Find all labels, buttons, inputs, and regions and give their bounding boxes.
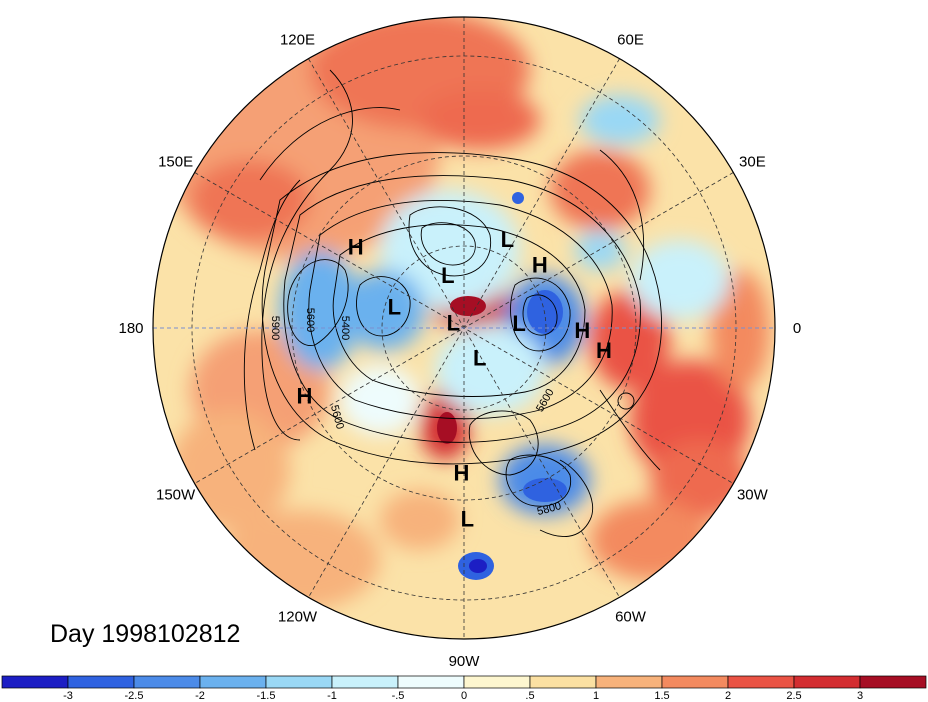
contour-label: 5900: [269, 316, 281, 340]
low-pressure-marker: L: [447, 311, 460, 336]
colorbar-swatch: [67, 675, 135, 689]
colorbar-swatch: [133, 675, 201, 689]
colorbar-tick-label: -2.5: [125, 690, 144, 702]
colorbar-tick-label: 3: [857, 690, 863, 702]
longitude-label: 90W: [449, 653, 481, 670]
colorbar: -3 -2.5 -2 -1.5 -1 -.5 0 .5 1 1.5 2 2.5 3: [1, 675, 927, 702]
colorbar-swatch: [793, 675, 861, 689]
colorbar-tick-label: 1.5: [654, 690, 669, 702]
colorbar-tick-label: -1: [327, 690, 337, 702]
longitude-label: 120W: [278, 608, 318, 625]
longitude-label: 120E: [280, 32, 315, 49]
colorbar-tick-label: .5: [525, 690, 534, 702]
map-title: Day 1998102812: [50, 620, 241, 648]
longitude-label: 150W: [156, 487, 196, 504]
colorbar-swatch: [529, 675, 597, 689]
colorbar-tick-label: -1.5: [257, 690, 276, 702]
colorbar-swatch: [397, 675, 465, 689]
high-pressure-marker: H: [297, 384, 313, 409]
colorbar-tick-label: -3: [63, 690, 73, 702]
low-pressure-marker: L: [441, 263, 454, 288]
contour-label: 5600: [304, 308, 316, 332]
longitude-label: 90E: [451, 0, 478, 4]
colorbar-swatch: [265, 675, 333, 689]
high-pressure-marker: H: [348, 234, 364, 259]
colorbar-tick-label: -2: [195, 690, 205, 702]
low-pressure-marker: L: [473, 346, 486, 371]
longitude-labels: 90E 60E 30E 0 30W 60W 90W 120W 150W 180 150E 120E: [118, 0, 801, 670]
colorbar-swatch: [661, 675, 729, 689]
colorbar-tick-label: 2: [725, 690, 731, 702]
low-pressure-marker: L: [461, 506, 474, 531]
high-pressure-marker: H: [454, 461, 470, 486]
colorbar-tick-label: 1: [593, 690, 599, 702]
contour-label: 5400: [339, 316, 351, 340]
low-pressure-marker: L: [388, 295, 401, 320]
colorbar-swatch: [1, 675, 69, 689]
colorbar-swatch: [199, 675, 267, 689]
low-pressure-marker: L: [501, 227, 514, 252]
longitude-label: 60W: [615, 608, 647, 625]
high-pressure-marker: H: [532, 252, 548, 277]
colorbar-swatch: [859, 675, 927, 689]
longitude-label: 60E: [617, 32, 644, 49]
map-border: [152, 16, 776, 640]
longitude-label: 0: [793, 320, 801, 337]
colorbar-tick-label: 0: [461, 690, 467, 702]
colorbar-swatch: [463, 675, 531, 689]
colorbar-swatch: [595, 675, 663, 689]
high-pressure-marker: H: [574, 318, 590, 343]
longitude-label: 30W: [737, 487, 769, 504]
colorbar-tick-label: -.5: [392, 690, 405, 702]
longitude-label: 150E: [158, 154, 193, 171]
longitude-label: 30E: [739, 154, 766, 171]
low-pressure-marker: L: [512, 311, 525, 336]
colorbar-swatch: [331, 675, 399, 689]
colorbar-swatch: [727, 675, 795, 689]
high-pressure-marker: H: [596, 338, 612, 363]
longitude-label: 180: [118, 320, 143, 337]
colorbar-tick-label: 2.5: [786, 690, 801, 702]
height-contours: [243, 69, 662, 537]
